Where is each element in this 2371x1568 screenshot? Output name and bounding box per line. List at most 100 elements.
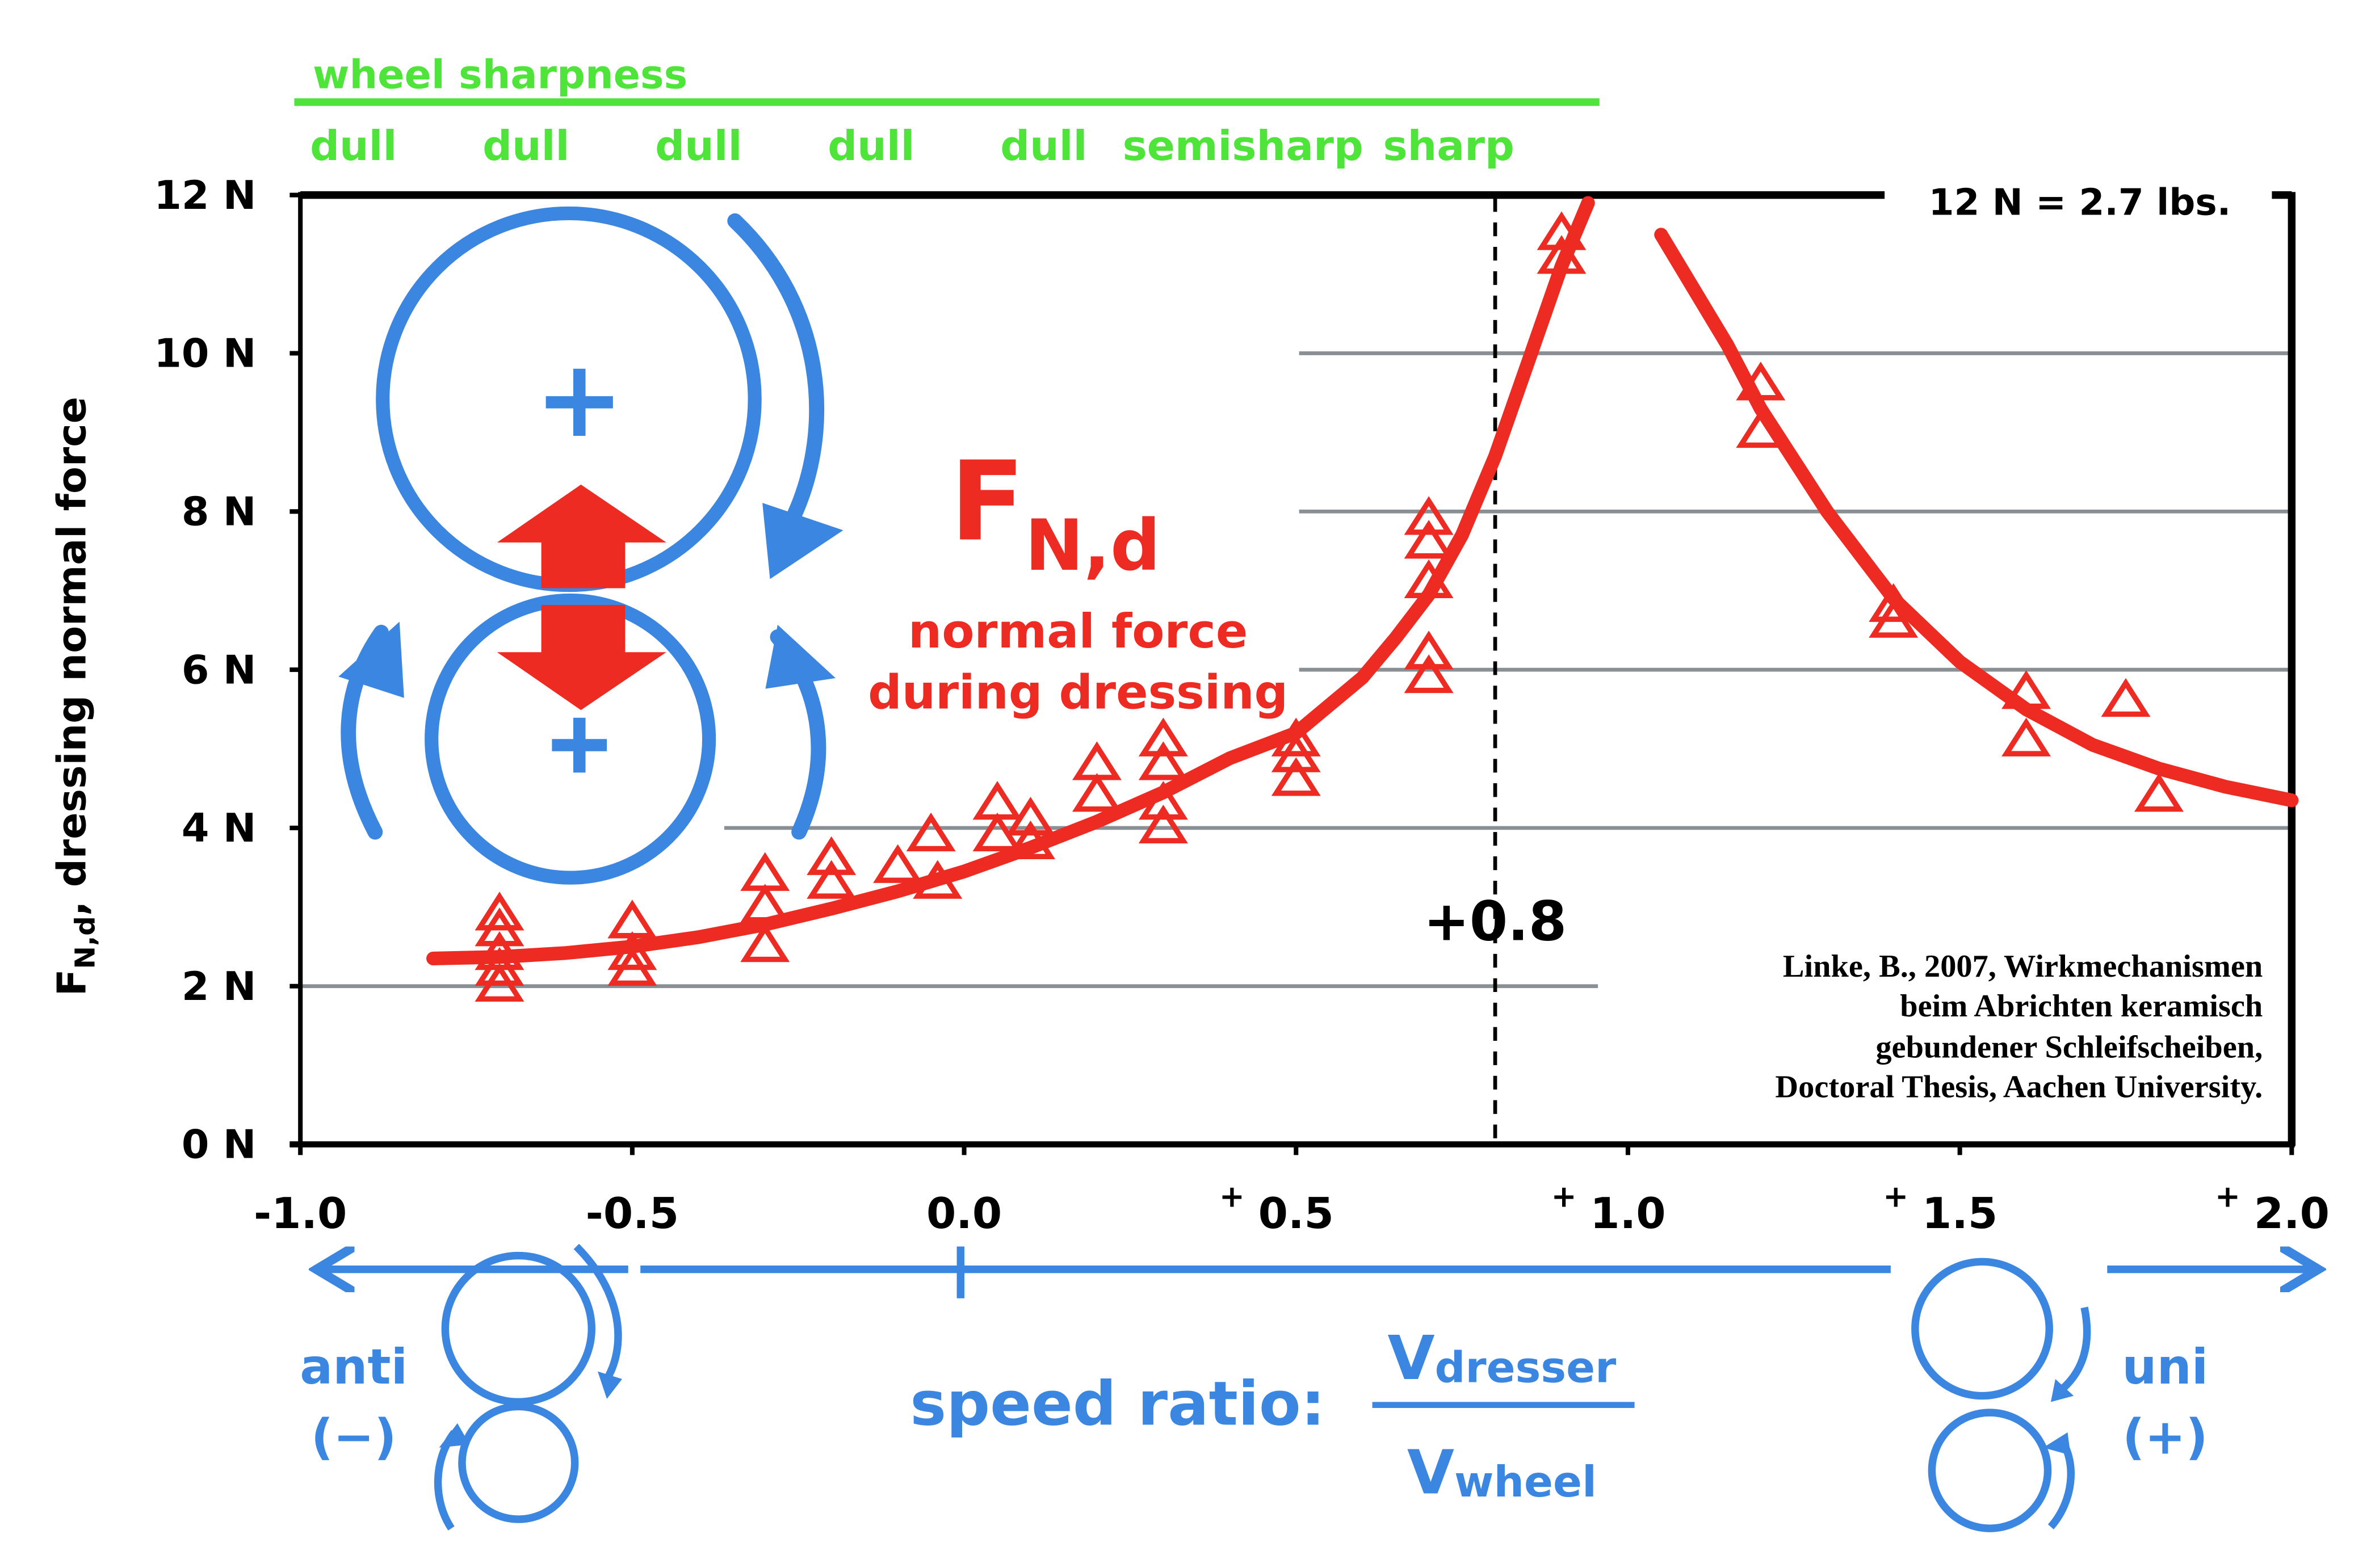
contact-force-arrow-icon — [497, 484, 666, 711]
y-label-symbol: F — [49, 969, 95, 997]
reference-line: +0.8 — [1424, 198, 1567, 1145]
y-tick-label: 0 N — [182, 1122, 256, 1168]
sharpness-label: dull — [310, 123, 397, 170]
fit-curve — [426, 196, 2299, 966]
data-point — [607, 947, 657, 986]
y-tick-label: 10 N — [154, 331, 256, 377]
data-point — [2001, 717, 2051, 756]
x-tick-label: 1.0 — [1590, 1188, 1665, 1238]
data-point — [913, 860, 963, 899]
force-description-line-2: during dressing — [868, 665, 1288, 720]
sharpness-title: wheel sharpness — [313, 52, 687, 98]
y-label-suffix: , dressing normal force — [49, 397, 95, 916]
arrow-heads-icon — [338, 503, 844, 698]
y-axis-label: FN,d, dressing normal force — [49, 397, 101, 996]
data-point — [607, 899, 657, 939]
x-axis-label: speed ratio: — [910, 1369, 1325, 1440]
data-point — [475, 947, 524, 986]
x-tick-label: 0.5 — [1258, 1188, 1334, 1238]
data-point — [1537, 235, 1587, 274]
data-point — [1736, 409, 1786, 448]
data-point — [1072, 773, 1122, 812]
force-description-line-1: normal force — [908, 604, 1248, 659]
data-point — [475, 907, 524, 947]
data-point — [807, 860, 857, 899]
ratio-denominator: Vwheel — [1407, 1437, 1597, 1508]
data-point — [475, 892, 524, 931]
data-point — [1072, 741, 1122, 780]
x-tick-plus: + — [1883, 1179, 1908, 1214]
reference-label: +0.8 — [1424, 889, 1567, 953]
citation-line: gebundener Schleifscheiben, — [1875, 1029, 2263, 1065]
arrow-head-icon — [2050, 1379, 2074, 1402]
y-tick-label: 2 N — [182, 964, 256, 1010]
x-tick-label: 1.5 — [1922, 1188, 1997, 1238]
data-point — [1404, 496, 1454, 535]
data-point — [2001, 670, 2051, 709]
y-label-sub: N,d — [70, 916, 102, 969]
anti-rotation-icon — [434, 1243, 622, 1531]
wheel-sharpness-scale: wheel sharpness dull dull dull dull dull semi… — [294, 52, 1600, 170]
x-tick-plus: + — [1219, 1179, 1245, 1214]
y-tick-label: 6 N — [182, 647, 256, 693]
unit-note: 12 N = 2.7 lbs. — [1929, 182, 2231, 224]
data-point — [475, 962, 524, 1002]
y-tick-label: 8 N — [182, 489, 256, 535]
arrow-head-icon — [439, 1423, 470, 1448]
force-symbol: FN,d — [950, 438, 1160, 587]
data-point — [972, 812, 1022, 852]
fit-curve-segment — [426, 196, 1595, 966]
anti-label: anti — [300, 1339, 408, 1395]
wheel-dresser-diagram — [338, 206, 844, 885]
uni-sign: (+) — [2122, 1409, 2208, 1466]
data-points — [475, 211, 2184, 1002]
sharpness-label: dull — [828, 123, 914, 170]
x-tick-label: 2.0 — [2254, 1188, 2330, 1238]
y-tick-label: 12 N — [154, 173, 256, 218]
data-point — [1138, 781, 1188, 820]
x-tick-label: -1.0 — [254, 1188, 347, 1238]
data-point — [740, 852, 790, 891]
data-point — [1006, 820, 1055, 860]
data-point — [1404, 559, 1454, 599]
sharpness-label: sharp — [1383, 123, 1514, 170]
data-point — [873, 844, 923, 883]
data-point — [1006, 797, 1055, 836]
sharpness-label: semisharp — [1123, 123, 1363, 170]
data-point — [1404, 654, 1454, 693]
arrow-head-icon — [2043, 1432, 2071, 1456]
citation: Linke, B., 2007, Wirkmechanismen beim Ab… — [1775, 949, 2263, 1104]
dresser-roll-icon — [425, 593, 716, 885]
data-point — [972, 781, 1022, 820]
sharpness-label: dull — [482, 123, 569, 170]
data-point — [1869, 599, 1919, 638]
uni-rotation-icon — [1911, 1258, 2091, 1532]
data-point — [1537, 211, 1587, 250]
y-tick-label: 4 N — [182, 805, 256, 851]
uni-label: uni — [2122, 1339, 2208, 1395]
plus-icon — [545, 368, 613, 773]
data-point — [740, 884, 790, 923]
data-point — [1736, 361, 1786, 401]
data-point — [1271, 757, 1321, 796]
data-point — [2134, 773, 2184, 812]
x-tick-plus: + — [1551, 1179, 1577, 1214]
arrow-head-icon — [597, 1371, 622, 1399]
data-point — [1404, 630, 1454, 670]
data-point — [1138, 804, 1188, 844]
x-tick-label: 0.0 — [926, 1188, 1002, 1238]
data-point — [740, 923, 790, 962]
data-point — [2101, 678, 2151, 717]
data-point — [1138, 717, 1188, 756]
citation-line: Linke, B., 2007, Wirkmechanismen — [1783, 949, 2263, 984]
anti-sign: (−) — [311, 1409, 397, 1466]
sharpness-label: dull — [1000, 123, 1087, 170]
data-point — [1138, 741, 1188, 780]
data-point — [807, 836, 857, 875]
data-point — [1271, 733, 1321, 772]
x-tick-plus: + — [2215, 1179, 2240, 1214]
sharpness-label: dull — [655, 123, 742, 170]
data-point — [1404, 520, 1454, 559]
x-tick-label: -0.5 — [586, 1188, 679, 1238]
